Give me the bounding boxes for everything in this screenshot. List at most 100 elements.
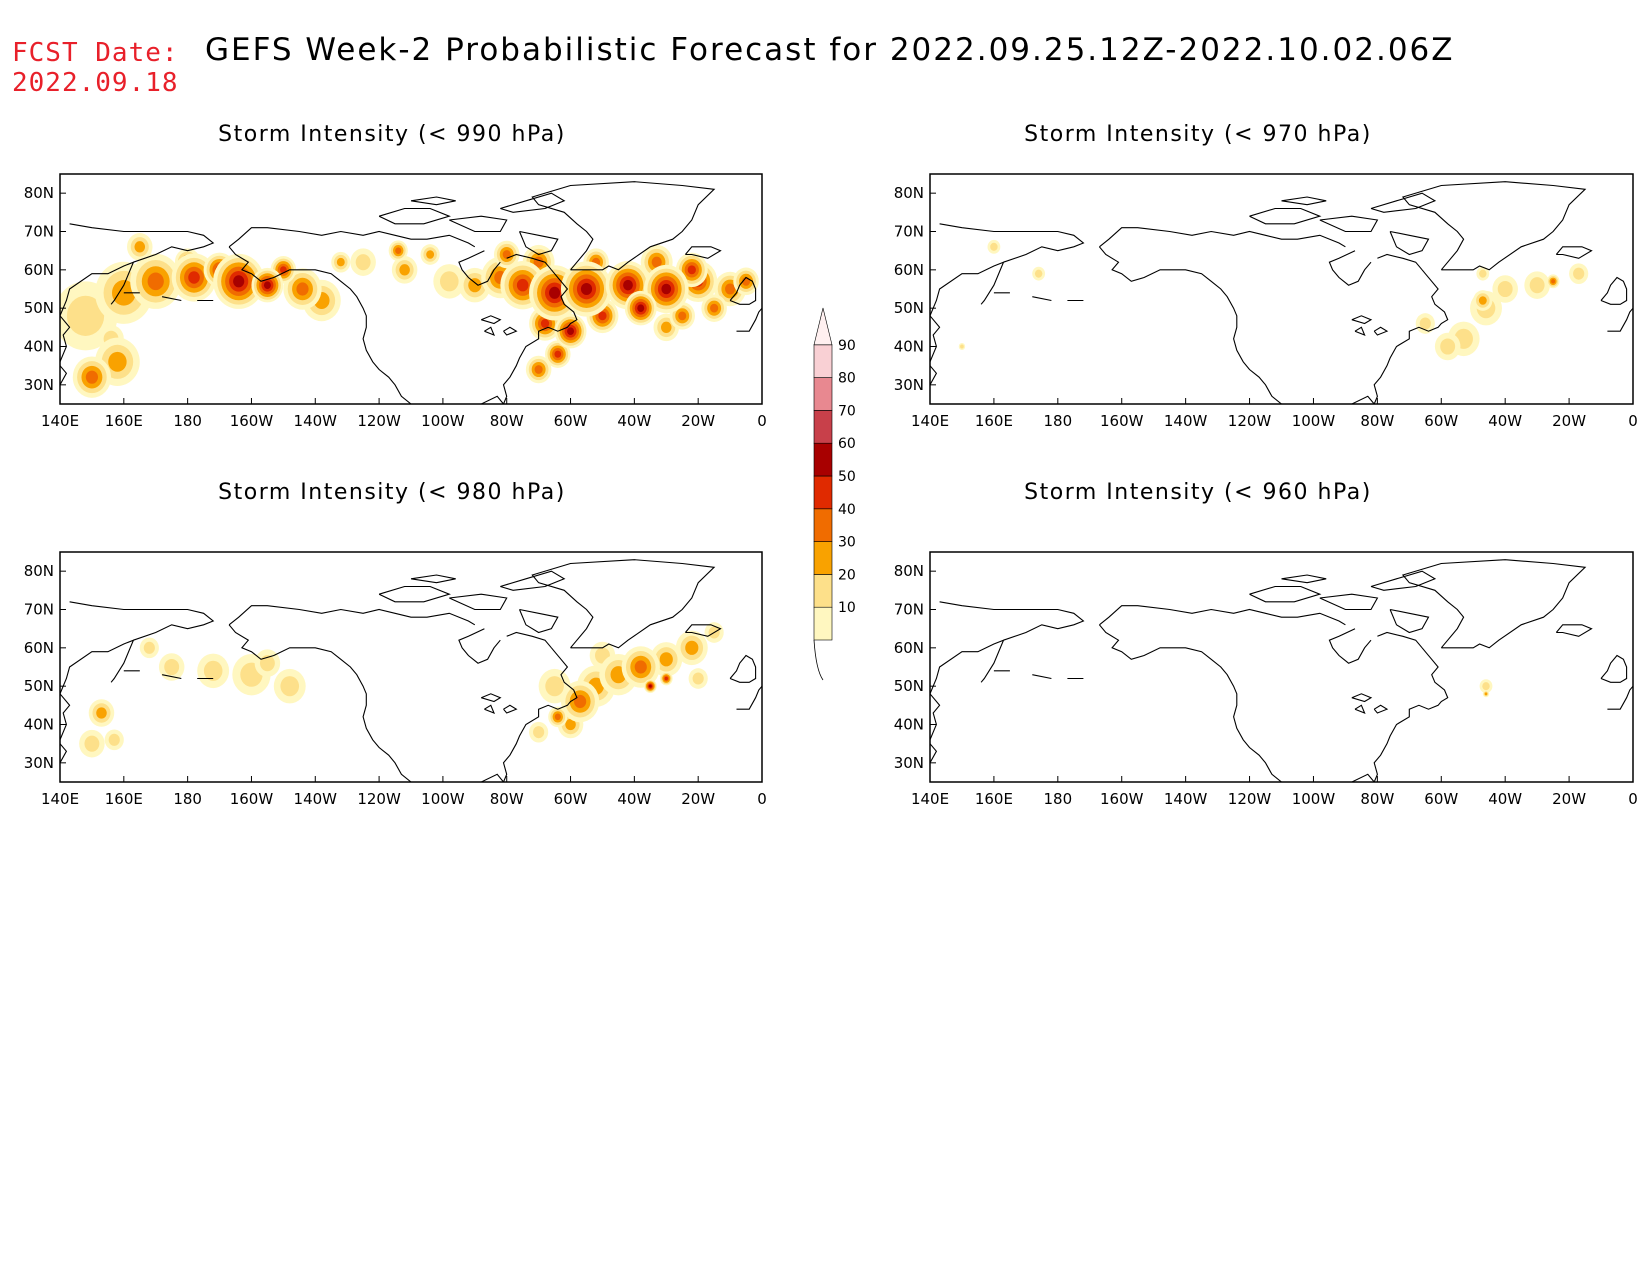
map-frame [929, 551, 1634, 783]
panel-title-960: Storm Intensity (< 960 hPa) [1024, 480, 1372, 505]
coastline [1098, 246, 1282, 404]
coastline [228, 227, 476, 248]
lon-tick-label: 160W [1100, 412, 1144, 430]
probability-cell [439, 271, 459, 292]
probability-cell [426, 250, 435, 259]
colorbar-label: 90 [838, 338, 856, 354]
coastline [531, 559, 716, 649]
probability-cell [567, 327, 575, 335]
coastline [736, 307, 762, 332]
coastline [1607, 685, 1633, 710]
colorbar-bin [813, 410, 833, 444]
colorbar: 10 20 30 40 50 60 70 80 90 [813, 307, 856, 681]
coastline [729, 654, 757, 683]
lat-tick-label: 60N [24, 639, 54, 657]
coastline [427, 647, 578, 782]
coastline [1328, 628, 1372, 664]
probability-cell [108, 351, 127, 372]
lon-tick-label: 20W [681, 412, 715, 430]
coastline [1249, 585, 1322, 603]
lon-tick-label: 80W [1360, 412, 1394, 430]
probability-cell [549, 286, 561, 299]
lon-tick-label: 100W [421, 790, 465, 808]
coastline [480, 315, 502, 325]
probability-cell [990, 242, 998, 251]
probability-cell [395, 247, 402, 254]
lon-tick-label: 0 [757, 412, 767, 430]
coastline [1555, 246, 1593, 259]
colorbar-label: 60 [838, 436, 856, 452]
lon-tick-label: 160W [230, 790, 274, 808]
lat-tick-label: 40N [894, 338, 924, 356]
coastline [480, 693, 502, 703]
forecast-date-block: FCST Date: 2022.09.18 [12, 38, 179, 98]
lon-tick-label: 100W [1292, 790, 1336, 808]
probability-cell [336, 257, 345, 267]
colorbar-label: 70 [838, 403, 856, 419]
probability-cell [580, 282, 593, 296]
probability-cell [84, 735, 100, 752]
coastline [506, 631, 552, 649]
coastline [1297, 269, 1449, 404]
probability-cell [516, 278, 529, 292]
lon-tick-label: 40W [617, 790, 651, 808]
probability-field [60, 559, 762, 782]
lat-tick-label: 60N [894, 639, 924, 657]
probability-cell [1479, 269, 1487, 278]
coastline [1351, 693, 1373, 703]
coastline [1555, 624, 1593, 637]
coastline [458, 628, 501, 664]
probability-field [930, 559, 1633, 782]
coastline [60, 261, 135, 363]
lat-tick-label: 40N [24, 338, 54, 356]
coastline [484, 704, 496, 714]
coastline [1297, 647, 1449, 782]
coastline [930, 365, 938, 386]
lon-tick-label: 120W [1228, 412, 1272, 430]
lon-tick-label: 160E [105, 412, 143, 430]
lon-tick-label: 180 [173, 412, 202, 430]
coastline [1401, 181, 1587, 271]
lon-tick-label: 20W [1552, 412, 1586, 430]
probability-cell [540, 319, 550, 328]
coastline [161, 296, 182, 302]
probability-cell [143, 641, 155, 654]
lon-tick-label: 60W [1424, 790, 1458, 808]
probability-cell [164, 658, 180, 676]
coastline [60, 365, 68, 386]
coastline [1319, 215, 1379, 233]
lat-tick-label: 60N [24, 261, 54, 279]
coastline [518, 608, 559, 634]
probability-cell [533, 726, 545, 739]
probability-cell [648, 684, 652, 688]
probability-cell [598, 311, 607, 321]
lon-tick-label: 140E [41, 412, 79, 430]
coastline [930, 743, 938, 764]
colorbar-bin [813, 377, 833, 411]
coastline [930, 261, 1005, 363]
coastline [684, 624, 722, 637]
coastline [1373, 326, 1389, 336]
lon-tick-label: 100W [421, 412, 465, 430]
coastline [1377, 253, 1423, 271]
lon-tick-label: 140W [294, 790, 338, 808]
coastline [1249, 207, 1322, 225]
probability-cell [692, 672, 704, 685]
lon-tick-label: 20W [1552, 790, 1586, 808]
probability-cell [634, 660, 647, 674]
coastline [503, 326, 518, 336]
lon-tick-label: 180 [173, 790, 202, 808]
coastline [1032, 296, 1052, 302]
lon-tick-label: 180 [1043, 790, 1072, 808]
colorbar-label: 10 [838, 600, 856, 616]
coastline [449, 593, 508, 611]
lon-tick-label: 0 [1628, 412, 1638, 430]
probability-cell [664, 676, 668, 681]
lat-tick-label: 30N [894, 376, 924, 394]
coastline [531, 181, 716, 271]
lon-tick-label: 160W [1100, 790, 1144, 808]
colorbar-bin [813, 307, 833, 346]
coastline [503, 704, 518, 714]
panel-title-990: Storm Intensity (< 990 hPa) [218, 122, 566, 147]
probability-cell [233, 275, 245, 288]
